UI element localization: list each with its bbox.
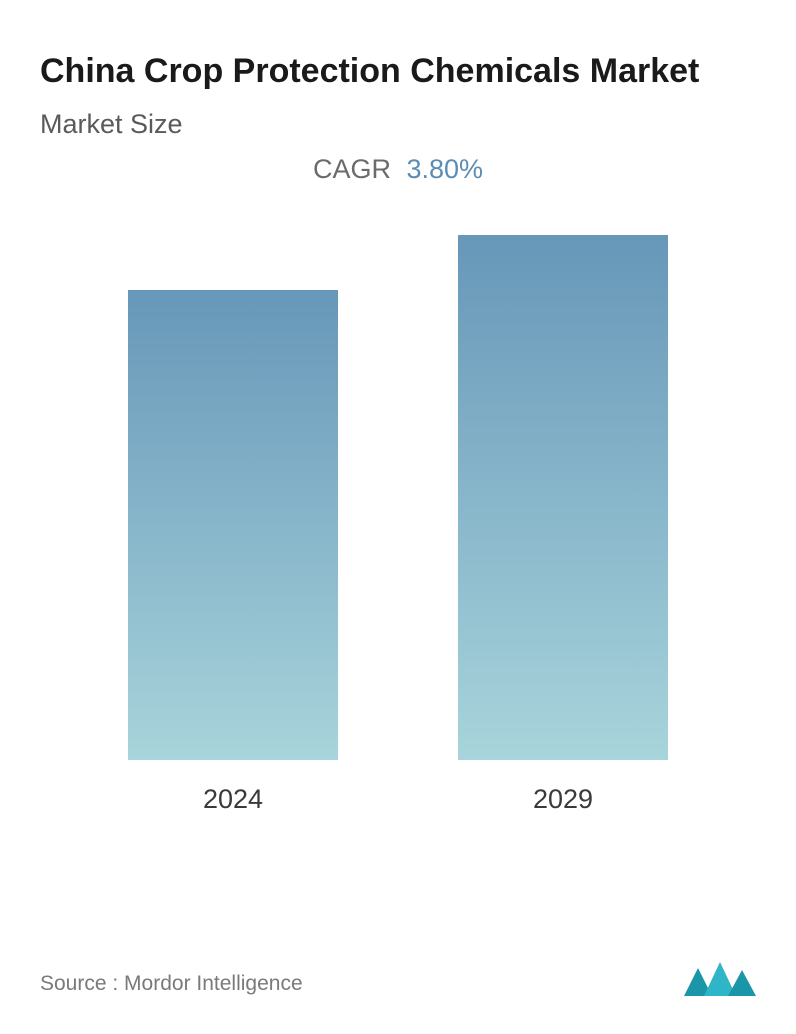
cagr-value: 3.80% [406,154,483,184]
bar-2024 [128,290,338,760]
footer: Source : Mordor Intelligence [40,960,756,996]
bar-group-2024: 2024 [128,235,338,835]
logo-icon [684,960,756,996]
chart-area: 2024 2029 [40,235,756,835]
chart-subtitle: Market Size [40,109,756,140]
cagr-row: CAGR 3.80% [40,154,756,185]
bar-2029 [458,235,668,760]
bar-group-2029: 2029 [458,235,668,835]
cagr-label: CAGR [313,154,391,184]
chart-title: China Crop Protection Chemicals Market [40,50,756,93]
bar-label-2024: 2024 [203,784,263,815]
bar-label-2029: 2029 [533,784,593,815]
source-text: Source : Mordor Intelligence [40,972,303,996]
